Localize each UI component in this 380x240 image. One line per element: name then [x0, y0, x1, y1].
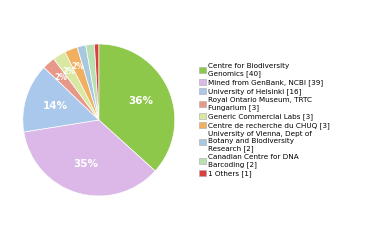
Wedge shape: [77, 45, 99, 120]
Wedge shape: [99, 44, 175, 171]
Text: 2%: 2%: [55, 73, 68, 82]
Wedge shape: [54, 52, 99, 120]
Wedge shape: [94, 44, 99, 120]
Text: 2%: 2%: [71, 62, 84, 72]
Text: 35%: 35%: [73, 159, 98, 169]
Text: 36%: 36%: [128, 96, 153, 107]
Wedge shape: [24, 120, 155, 196]
Wedge shape: [86, 44, 99, 120]
Wedge shape: [44, 59, 99, 120]
Text: 14%: 14%: [43, 102, 68, 111]
Legend: Centre for Biodiversity
Genomics [40], Mined from GenBank, NCBI [39], University: Centre for Biodiversity Genomics [40], M…: [198, 61, 332, 179]
Wedge shape: [23, 67, 99, 132]
Text: 2%: 2%: [63, 67, 76, 76]
Wedge shape: [65, 47, 99, 120]
